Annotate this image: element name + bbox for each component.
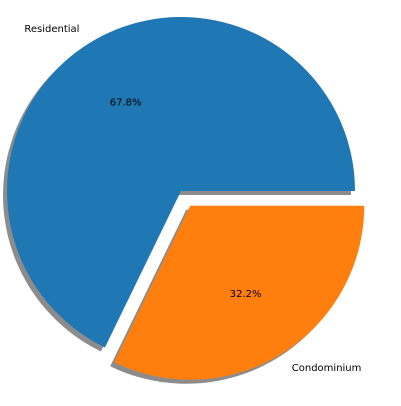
pie-pct-label-condominium: 32.2%	[230, 289, 262, 300]
pie-label-residential: Residential	[24, 24, 79, 35]
pie-labels: Residential 67.8% Condominium 32.2%	[24, 24, 361, 374]
pie-pct-label-residential: 67.8%	[110, 98, 142, 109]
pie-wedges	[6, 16, 365, 380]
pie-label-condominium: Condominium	[292, 363, 362, 374]
pie-slice-residential	[6, 16, 356, 348]
pie-slice-condominium	[114, 205, 365, 380]
